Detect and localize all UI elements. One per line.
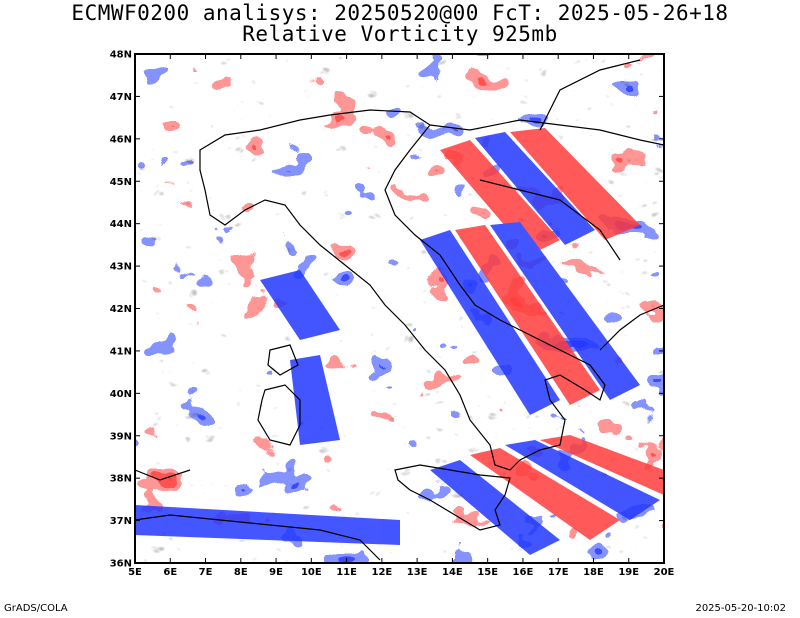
lat-label: 47N xyxy=(110,92,132,103)
map-title: ECMWF0200 analisys: 20250520@00 FcT: 202… xyxy=(71,1,729,25)
lon-label: 11E xyxy=(336,567,357,578)
map-subtitle: Relative Vorticity 925mb xyxy=(242,22,558,46)
lat-label: 39N xyxy=(110,431,132,442)
generation-timestamp: 2025-05-20-10:02 xyxy=(695,603,786,614)
lon-label: 14E xyxy=(442,567,463,578)
lat-label: 40N xyxy=(110,389,132,400)
lat-label: 42N xyxy=(110,304,132,315)
lon-label: 13E xyxy=(407,567,428,578)
lon-label: 10E xyxy=(301,567,322,578)
lon-label: 7E xyxy=(199,567,213,578)
lon-label: 15E xyxy=(477,567,498,578)
longitude-axis: 5E 6E 7E 8E 9E 10E 11E 12E 13E 14E 15E 16E 17E 18E 19E… xyxy=(128,54,675,578)
lon-label: 12E xyxy=(371,567,392,578)
vorticity-field xyxy=(135,54,664,563)
lat-label: 48N xyxy=(110,50,132,61)
lon-label: 18E xyxy=(583,567,604,578)
lon-label: 20E xyxy=(654,567,675,578)
lat-label: 46N xyxy=(110,134,132,145)
lat-label: 41N xyxy=(110,346,132,357)
grads-credit: GrADS/COLA xyxy=(4,603,68,614)
latitude-axis: 36N 37N 38N 39N 40N 41N 42N 43N 44N 45N 46N 47N 48N xyxy=(110,50,664,570)
lat-label: 38N xyxy=(110,474,132,485)
lon-label: 5E xyxy=(128,567,142,578)
lat-label: 36N xyxy=(110,559,132,570)
lon-label: 8E xyxy=(234,567,248,578)
lat-label: 43N xyxy=(110,262,132,273)
lon-label: 17E xyxy=(548,567,569,578)
lon-label: 19E xyxy=(618,567,639,578)
lat-label: 45N xyxy=(110,177,132,188)
coastlines xyxy=(135,59,664,561)
lat-label: 44N xyxy=(110,219,132,230)
lon-label: 16E xyxy=(513,567,534,578)
lon-label: 9E xyxy=(269,567,283,578)
lat-label: 37N xyxy=(110,516,132,527)
vorticity-bands xyxy=(135,128,664,555)
lon-label: 6E xyxy=(163,567,177,578)
